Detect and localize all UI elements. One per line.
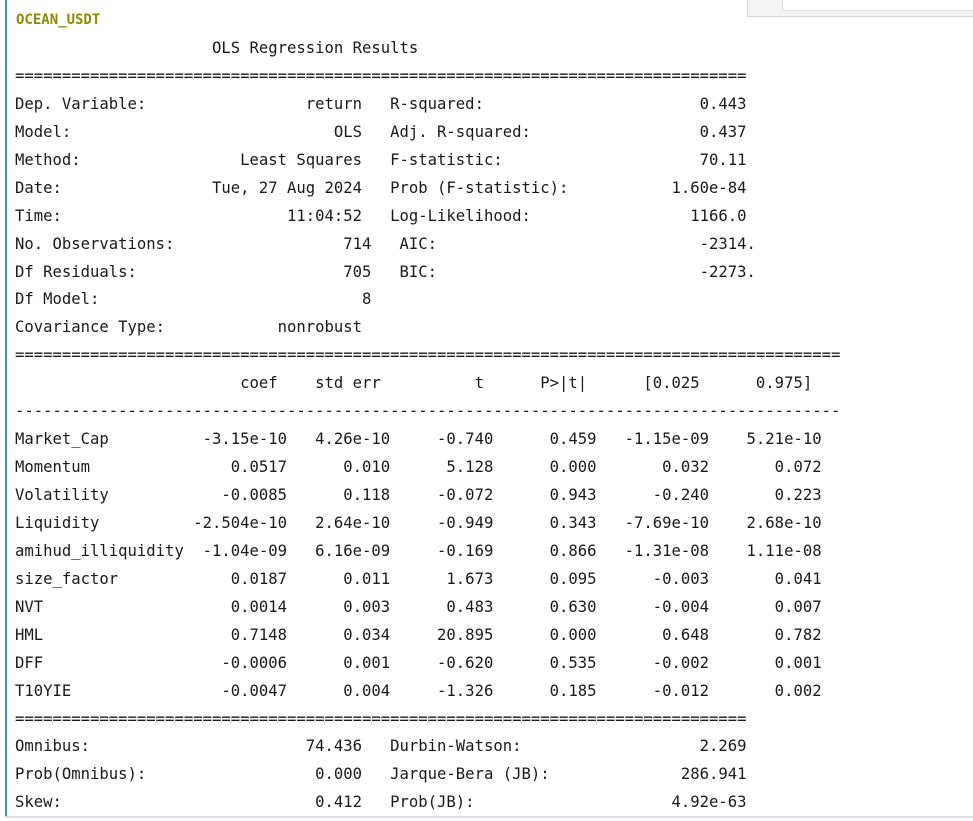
summary-line: Df Residuals: 705 BIC: -2273.: [15, 262, 756, 281]
summary-line: No. Observations: 714 AIC: -2314.: [15, 234, 756, 253]
summary-line: HML 0.7148 0.034 20.895 0.000 0.648 0.78…: [15, 625, 822, 644]
corner-widget-field: [782, 0, 973, 11]
summary-line: T10YIE -0.0047 0.004 -1.326 0.185 -0.012…: [15, 681, 822, 700]
cell-bottom-border: [5, 816, 973, 818]
summary-line: Market_Cap -3.15e-10 4.26e-10 -0.740 0.4…: [15, 430, 822, 449]
summary-line: Covariance Type: nonrobust: [15, 318, 747, 337]
summary-line: Prob(Omnibus): 0.000 Jarque-Bera (JB): 2…: [15, 765, 747, 784]
summary-line: Skew: 0.412 Prob(JB): 4.92e-63: [15, 793, 747, 812]
summary-line: ========================================…: [15, 709, 747, 728]
summary-line: coef std err t P>|t| [0.025 0.975]: [15, 374, 813, 393]
summary-line: ========================================…: [15, 66, 747, 85]
summary-line: amihud_illiquidity -1.04e-09 6.16e-09 -0…: [15, 541, 822, 560]
summary-line: Df Model: 8: [15, 290, 756, 309]
summary-line: Dep. Variable: return R-squared: 0.443: [15, 94, 747, 113]
summary-line: Method: Least Squares F-statistic: 70.11: [15, 150, 747, 169]
summary-line: Liquidity -2.504e-10 2.64e-10 -0.949 0.3…: [15, 513, 822, 532]
summary-line: OLS Regression Results: [15, 39, 681, 57]
summary-line: Volatility -0.0085 0.118 -0.072 0.943 -0…: [15, 486, 822, 504]
summary-line: Model: OLS Adj. R-squared: 0.437: [15, 122, 747, 141]
summary-line: size_factor 0.0187 0.011 1.673 0.095 -0.…: [15, 569, 822, 588]
summary-line: ========================================…: [15, 346, 841, 365]
summary-line: Omnibus: 74.436 Durbin-Watson: 2.269: [15, 737, 747, 756]
ols-summary-text: OLS Regression Results =================…: [15, 35, 840, 817]
summary-line: DFF -0.0006 0.001 -0.620 0.535 -0.002 0.…: [15, 653, 822, 672]
summary-line: ----------------------------------------…: [15, 402, 841, 421]
summary-line: Momentum 0.0517 0.010 5.128 0.000 0.032 …: [15, 458, 822, 477]
cell-left-indicator: [5, 0, 7, 816]
summary-line: NVT 0.0014 0.003 0.483 0.630 -0.004 0.00…: [15, 597, 822, 616]
output-title: OCEAN_USDT: [16, 12, 101, 28]
summary-line: Time: 11:04:52 Log-Likelihood: 1166.0: [15, 206, 747, 225]
summary-line: Date: Tue, 27 Aug 2024 Prob (F-statistic…: [15, 178, 747, 197]
corner-scroll-widget[interactable]: [747, 0, 973, 17]
